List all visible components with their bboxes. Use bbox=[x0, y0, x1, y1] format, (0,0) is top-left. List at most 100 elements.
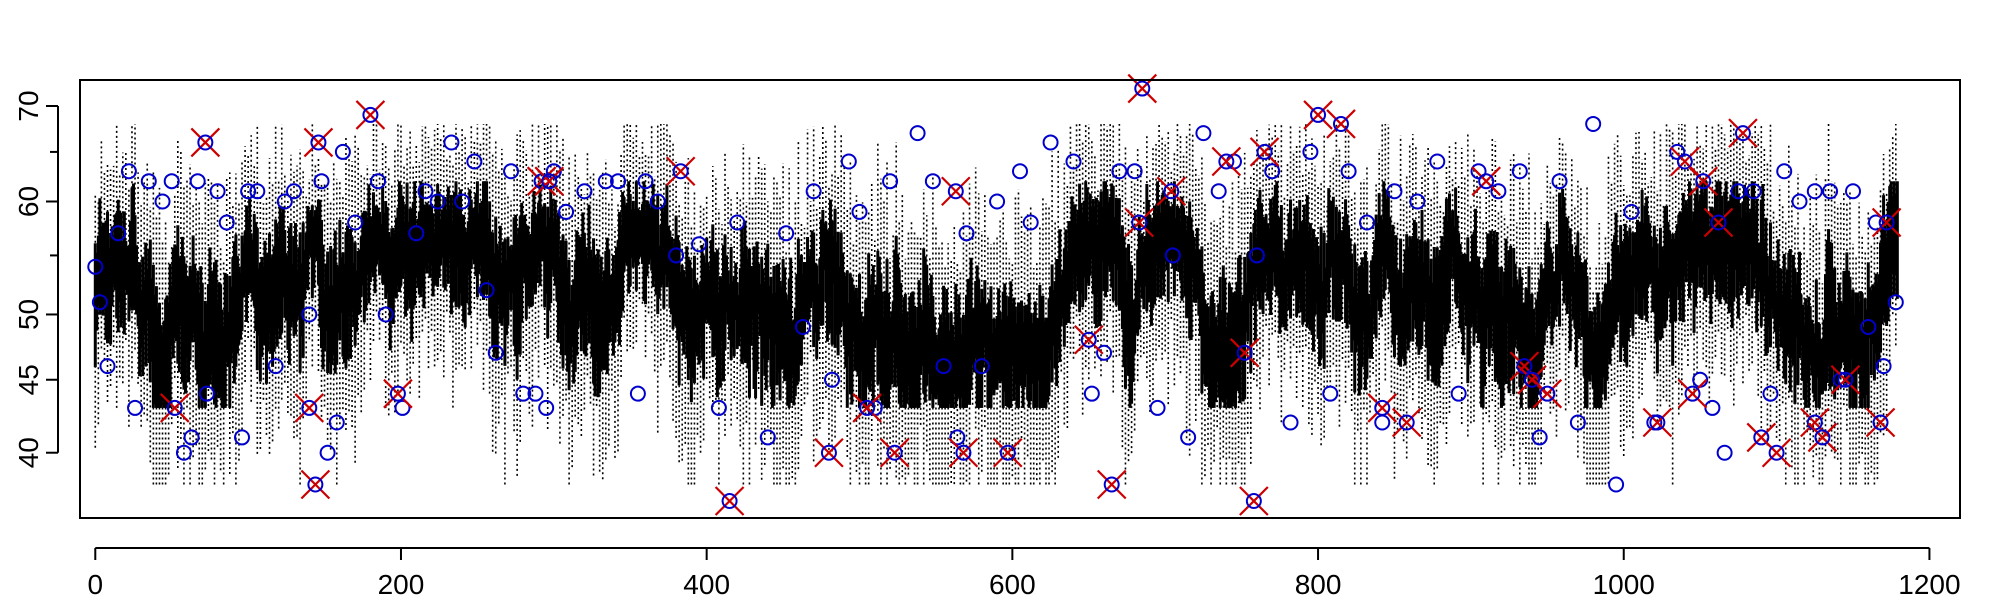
x-point-stroke bbox=[294, 393, 325, 423]
circle-point bbox=[1164, 247, 1181, 264]
circle-point bbox=[1511, 163, 1528, 180]
x-point-stroke bbox=[1074, 324, 1104, 355]
circle-point bbox=[710, 399, 727, 416]
circle-point bbox=[1860, 318, 1877, 335]
x-point bbox=[1249, 137, 1280, 167]
x-axis: 0 200 400 600 800 1000 1200 bbox=[87, 547, 1961, 600]
circle-point bbox=[466, 153, 483, 170]
x-tick-label: 1000 bbox=[1593, 569, 1655, 600]
x-point-circle bbox=[166, 399, 183, 416]
x-point bbox=[1229, 338, 1260, 368]
y-tick-label: 40 bbox=[13, 437, 44, 468]
x-point-circle bbox=[1768, 444, 1785, 461]
circle-point bbox=[1340, 163, 1357, 180]
circle-point bbox=[515, 385, 532, 402]
circle-point bbox=[408, 225, 425, 242]
x-point bbox=[1367, 393, 1398, 423]
circle-point bbox=[87, 258, 104, 275]
x-point-stroke bbox=[1677, 378, 1708, 409]
x-point-stroke bbox=[948, 437, 979, 468]
x-point-stroke bbox=[383, 378, 413, 409]
circle-point bbox=[218, 214, 235, 231]
x-point-circle bbox=[1753, 429, 1770, 446]
circle-point bbox=[1822, 183, 1839, 200]
x-point bbox=[1807, 422, 1838, 453]
circle-markers bbox=[87, 115, 1904, 493]
x-point-circle bbox=[886, 444, 903, 461]
circle-point bbox=[91, 294, 108, 311]
circle-point bbox=[1845, 183, 1862, 200]
x-point bbox=[159, 393, 190, 423]
circle-point bbox=[527, 385, 544, 402]
x-tick-label: 800 bbox=[1295, 569, 1342, 600]
x-tick-label: 1200 bbox=[1898, 569, 1960, 600]
x-point bbox=[1677, 378, 1708, 409]
x-point-circle bbox=[721, 493, 738, 510]
x-tick-label: 600 bbox=[989, 569, 1036, 600]
x-point bbox=[534, 166, 565, 196]
circle-point bbox=[1806, 183, 1823, 200]
circle-point bbox=[1409, 193, 1426, 210]
x-point-stroke bbox=[1391, 407, 1422, 438]
x-point-stroke bbox=[992, 437, 1023, 468]
circle-point bbox=[1358, 214, 1375, 231]
x-point-stroke bbox=[879, 437, 910, 468]
x-point-circle bbox=[1218, 153, 1235, 170]
x-point-circle bbox=[1236, 344, 1253, 361]
x-point bbox=[300, 469, 331, 500]
circle-point bbox=[1248, 247, 1265, 264]
circle-point bbox=[1012, 163, 1028, 180]
circle-point bbox=[1210, 183, 1227, 200]
x-point-stroke bbox=[852, 393, 882, 423]
x-point-stroke bbox=[665, 156, 696, 187]
circle-point bbox=[1730, 183, 1747, 200]
x-point-stroke bbox=[1670, 146, 1700, 177]
circle-point bbox=[924, 173, 941, 190]
circle-point bbox=[882, 173, 899, 190]
circle-point bbox=[1302, 143, 1319, 160]
x-point bbox=[1871, 207, 1902, 238]
circle-point bbox=[794, 318, 811, 335]
circle-point bbox=[1264, 163, 1281, 180]
circle-point bbox=[909, 125, 926, 142]
circle-point bbox=[1745, 183, 1762, 200]
x-point-stroke bbox=[941, 176, 971, 207]
x-point-circle bbox=[307, 476, 324, 493]
circle-point bbox=[576, 183, 593, 200]
x-point-stroke bbox=[1367, 393, 1398, 423]
x-point-stroke bbox=[1746, 422, 1777, 453]
circle-point bbox=[370, 173, 387, 190]
x-point-circle bbox=[301, 399, 318, 416]
x-point bbox=[1688, 166, 1718, 196]
x-point-stroke bbox=[1471, 166, 1501, 196]
x-point-circle bbox=[1814, 429, 1831, 446]
x-point bbox=[1303, 100, 1333, 130]
x-point-circle bbox=[1710, 214, 1727, 231]
x-point-stroke bbox=[1229, 338, 1260, 368]
circle-point bbox=[1569, 414, 1586, 431]
circle-point bbox=[478, 282, 495, 299]
x-point-circle bbox=[389, 385, 406, 402]
x-point-stroke bbox=[355, 100, 386, 130]
circle-point bbox=[234, 429, 251, 446]
x-point-stroke bbox=[1728, 118, 1758, 148]
x-point bbox=[714, 486, 745, 516]
x-point bbox=[879, 437, 910, 468]
circle-point bbox=[163, 173, 180, 190]
circle-point bbox=[1083, 385, 1100, 402]
circle-point bbox=[1776, 163, 1793, 180]
x-point-circle bbox=[1398, 414, 1415, 431]
x-point-circle bbox=[955, 444, 972, 461]
x-point bbox=[383, 378, 413, 409]
circle-point bbox=[1450, 385, 1467, 402]
x-point-stroke bbox=[1761, 437, 1792, 468]
x-point bbox=[1124, 207, 1154, 238]
x-tick-label: 400 bbox=[683, 569, 730, 600]
x-point-circle bbox=[672, 163, 689, 180]
plot-frame bbox=[79, 79, 1961, 519]
x-point-circle bbox=[310, 134, 327, 151]
circle-point bbox=[267, 358, 284, 375]
x-point-stroke bbox=[1156, 176, 1187, 207]
circle-point bbox=[1126, 163, 1143, 180]
